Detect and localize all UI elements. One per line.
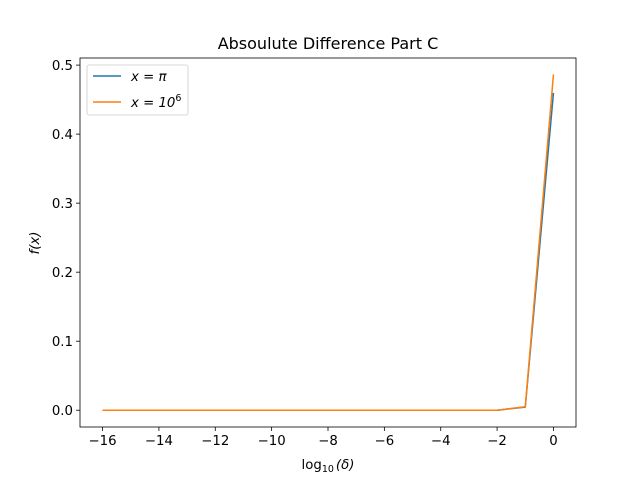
y-tick-label: 0.2 (52, 266, 73, 281)
y-tick-label: 0.3 (52, 197, 73, 212)
plot-lines (102, 74, 555, 411)
x-tick-label: −14 (145, 434, 173, 449)
y-tick-label: 0.0 (52, 404, 73, 419)
series-line-1 (102, 74, 555, 411)
x-axis-ticks: −16 −14 −12 −10 −8 −6 −4 −2 0 (89, 427, 558, 449)
x-axis-label-sub: 10 (322, 464, 334, 475)
legend-label-x-1e6: x = 106 (130, 93, 181, 111)
x-tick-label: −10 (258, 434, 286, 449)
x-tick-label: −8 (318, 434, 338, 449)
legend-label-x-1e6-text: x = 10 (130, 96, 175, 111)
x-tick-label: −4 (431, 434, 451, 449)
y-tick-label: 0.5 (52, 59, 73, 74)
y-axis-ticks: 0.0 0.1 0.2 0.3 0.4 0.5 (52, 59, 80, 419)
y-tick-label: 0.1 (52, 335, 73, 350)
x-tick-label: −6 (375, 434, 395, 449)
legend-label-x-1e6-exponent: 6 (175, 93, 181, 104)
x-axis-label: log10 (δ) (302, 458, 355, 475)
y-tick-label: 0.4 (52, 128, 73, 143)
legend-label-x-pi-text: x = π (130, 70, 167, 85)
legend: x = π x = 106 (86, 64, 189, 116)
y-axis-label: f(x) (28, 232, 43, 255)
x-tick-label: −2 (487, 434, 507, 449)
x-tick-label: −16 (89, 434, 117, 449)
x-tick-label: 0 (549, 434, 557, 449)
chart-title: Absoulute Difference Part C (218, 34, 439, 53)
x-tick-label: −12 (201, 434, 229, 449)
x-axis-label-arg: (δ) (336, 458, 355, 473)
x-axis-label-main: log (302, 458, 322, 473)
legend-label-x-pi: x = π (130, 70, 167, 85)
